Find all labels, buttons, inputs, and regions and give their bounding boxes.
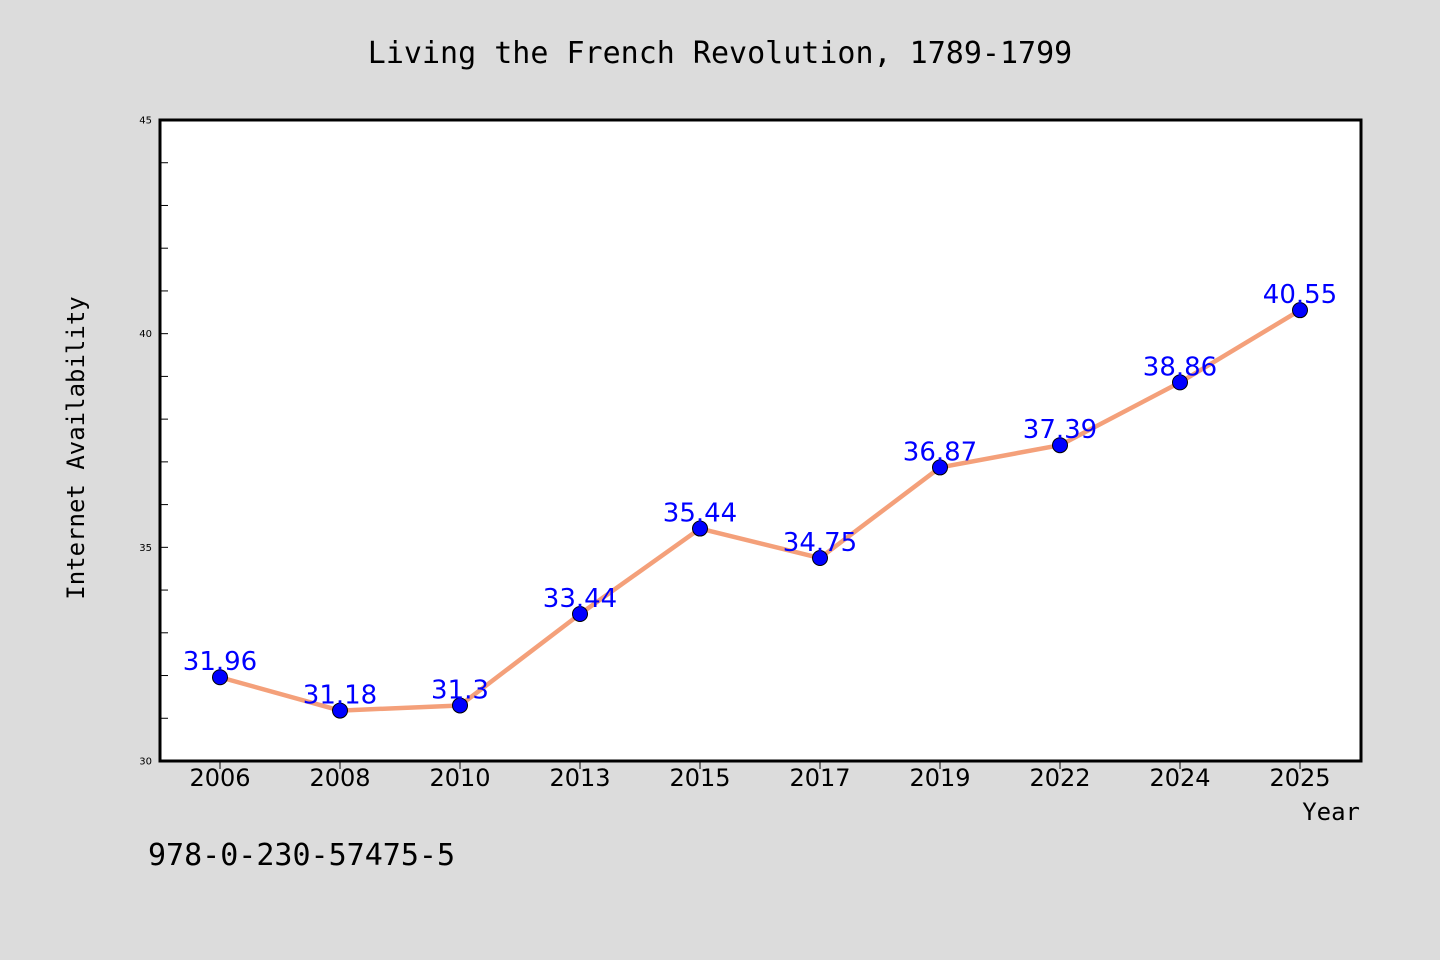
plot-area <box>160 120 1361 761</box>
x-tick-label: 2022 <box>1029 764 1090 792</box>
x-tick-label: 2006 <box>189 764 250 792</box>
x-tick-labels: 2006 2008 2010 2013 2015 2017 2019 2022 2024 2025 <box>189 764 1330 792</box>
series-layer <box>212 302 1308 719</box>
data-point-marker <box>1172 374 1188 391</box>
data-label: 35.44 <box>663 499 737 529</box>
data-point-marker <box>332 702 348 719</box>
x-axis-label: Year <box>1302 798 1360 826</box>
data-label: 31.18 <box>303 681 377 711</box>
data-label: 31.96 <box>183 647 257 677</box>
chart-title: Living the French Revolution, 1789-1799 <box>368 36 1072 71</box>
y-tick-label: 45 <box>139 116 152 127</box>
x-tick-label: 2019 <box>909 764 970 792</box>
data-point-marker <box>572 605 588 622</box>
data-label: 31.3 <box>431 675 489 705</box>
x-tick-label: 2017 <box>789 764 850 792</box>
data-label: 38.86 <box>1143 352 1217 382</box>
data-point-marker <box>692 520 708 537</box>
data-point-marker <box>932 459 948 476</box>
data-point-marker <box>812 550 828 567</box>
data-label: 34.75 <box>783 528 857 558</box>
footnote-isbn: 978-0-230-57475-5 <box>148 838 455 873</box>
series-line <box>217 307 1303 713</box>
data-label: 37.39 <box>1023 415 1097 445</box>
data-point-marker <box>1052 437 1068 454</box>
data-point-marker <box>452 697 468 714</box>
x-tick-label: 2013 <box>549 764 610 792</box>
x-tick-label: 2010 <box>429 764 490 792</box>
data-label: 36.87 <box>903 437 977 467</box>
data-labels: 31.96 31.18 31.3 33.44 35.44 34.75 36.87 37.39 3… <box>183 280 1337 710</box>
x-tick-label: 2025 <box>1269 764 1330 792</box>
data-label: 40.55 <box>1263 280 1337 310</box>
x-tick-label: 2024 <box>1149 764 1210 792</box>
y-tick-label: 35 <box>139 543 152 554</box>
data-label: 33.44 <box>543 584 617 614</box>
plot-frame <box>158 118 1363 763</box>
y-axis-label: Internet Availability <box>62 296 90 599</box>
y-tick-label: 30 <box>139 757 152 768</box>
y-tick-labels: 30 35 40 45 <box>139 116 152 768</box>
x-tick-label: 2015 <box>669 764 730 792</box>
data-point-marker <box>212 669 228 686</box>
x-tick-label: 2008 <box>309 764 370 792</box>
data-point-marker <box>1292 302 1308 319</box>
y-tick-label: 40 <box>139 329 152 340</box>
